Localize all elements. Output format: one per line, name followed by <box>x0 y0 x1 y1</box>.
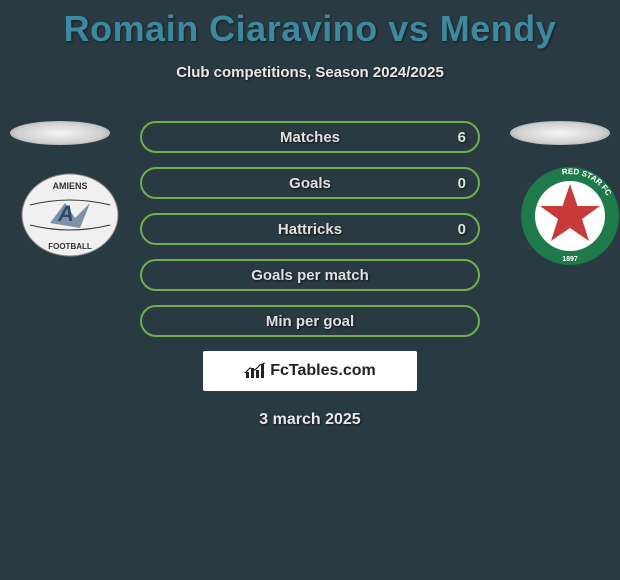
svg-text:A: A <box>57 201 74 226</box>
player-photo-left <box>10 121 110 145</box>
stat-label: Goals <box>289 175 331 192</box>
svg-text:FOOTBALL: FOOTBALL <box>48 242 92 251</box>
stat-row: Matches 6 <box>140 121 480 153</box>
comparison-title: Romain Ciaravino vs Mendy <box>0 0 620 50</box>
stat-row: Goals 0 <box>140 167 480 199</box>
bar-chart-icon <box>244 362 266 380</box>
comparison-content: AMIENS FOOTBALL A RED STAR FC 1897 Match… <box>0 121 620 429</box>
player-photo-right <box>510 121 610 145</box>
stat-row: Hattricks 0 <box>140 213 480 245</box>
stat-label: Hattricks <box>278 221 342 238</box>
comparison-date: 3 march 2025 <box>0 411 620 429</box>
club-logo-right: RED STAR FC 1897 <box>520 166 620 266</box>
stat-rows: Matches 6 Goals 0 Hattricks 0 Goals per … <box>140 121 480 337</box>
branding-badge: FcTables.com <box>203 351 417 391</box>
stat-row: Goals per match <box>140 259 480 291</box>
stat-label: Goals per match <box>251 267 369 284</box>
stat-row: Min per goal <box>140 305 480 337</box>
svg-text:1897: 1897 <box>562 256 578 263</box>
stat-value-right: 0 <box>458 221 466 238</box>
branding-text: FcTables.com <box>270 362 376 380</box>
club-logo-left: AMIENS FOOTBALL A <box>20 173 120 258</box>
stat-label: Min per goal <box>266 313 354 330</box>
stat-value-right: 0 <box>458 175 466 192</box>
stat-label: Matches <box>280 129 340 146</box>
svg-text:AMIENS: AMIENS <box>52 181 87 191</box>
stat-value-right: 6 <box>458 129 466 146</box>
comparison-subtitle: Club competitions, Season 2024/2025 <box>0 64 620 81</box>
